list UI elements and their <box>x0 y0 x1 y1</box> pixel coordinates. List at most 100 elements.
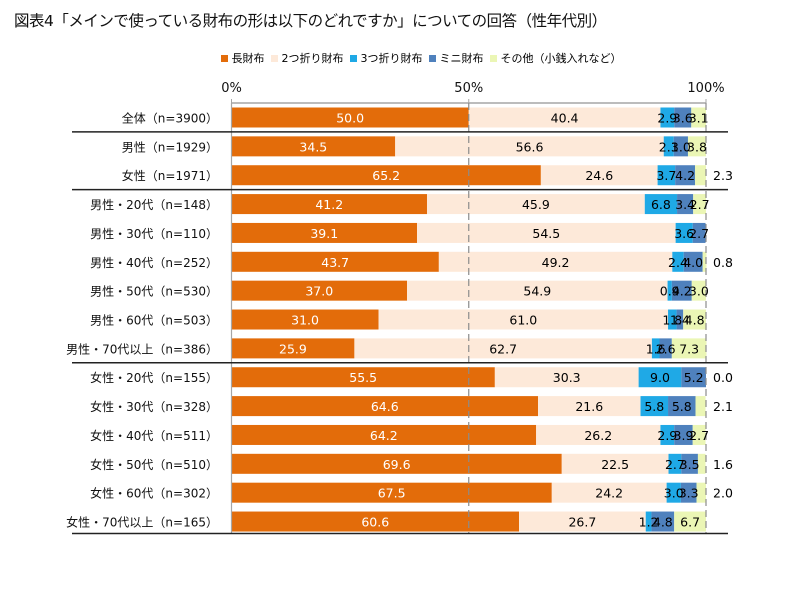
bar-segment <box>651 511 675 532</box>
bar-segment <box>231 396 539 417</box>
data-label: 3.6 <box>673 111 693 126</box>
data-label: 24.6 <box>585 168 613 183</box>
bar-segment <box>697 453 706 474</box>
data-label: 54.9 <box>523 284 551 299</box>
data-label: 3.7 <box>656 168 676 183</box>
bar-segment <box>561 453 669 474</box>
data-label: 4.2 <box>672 284 692 299</box>
chart-title: 図表4「メインで使っている財布の形は以下のどれですか」についての回答（性年代別） <box>14 12 607 30</box>
data-label: 45.9 <box>522 197 550 212</box>
data-label: 60.6 <box>361 515 389 530</box>
bar-segment <box>671 280 692 301</box>
data-label: 2.1 <box>659 139 679 154</box>
data-label: 3.6 <box>674 226 694 241</box>
bar-segment <box>651 338 660 359</box>
data-label: 1.6 <box>646 341 666 356</box>
data-label: 4.2 <box>675 168 695 183</box>
bar-segment <box>231 194 427 215</box>
data-label: 3.3 <box>679 486 699 501</box>
bar-segment <box>231 367 495 388</box>
bar-segment <box>231 107 469 128</box>
bar-segment <box>468 107 661 128</box>
data-label: 3.0 <box>664 486 684 501</box>
data-label: 3.1 <box>689 111 709 126</box>
bar-segment <box>231 482 552 503</box>
category-label: 男性（n=1929） <box>122 140 218 154</box>
bar-segment <box>675 222 693 243</box>
bar-segment <box>231 453 562 474</box>
category-label: 女性・20代（n=155） <box>90 370 218 385</box>
legend-item: その他（小銭入れなど） <box>489 50 622 66</box>
bar-segment <box>644 194 678 215</box>
bar-segment <box>538 396 641 417</box>
bar-segment <box>645 511 652 532</box>
bar-segment <box>663 136 674 157</box>
data-label: 37.0 <box>305 284 333 299</box>
legend-swatch <box>270 54 278 62</box>
data-label: 5.8 <box>672 399 692 414</box>
bar-segment <box>395 136 664 157</box>
data-label: 26.2 <box>584 428 612 443</box>
data-label: 3.0 <box>689 284 709 299</box>
data-label: 55.5 <box>349 370 377 385</box>
bar-segment <box>657 165 676 186</box>
data-label: 50.0 <box>336 111 364 126</box>
data-label: 4.0 <box>683 255 703 270</box>
data-label: 7.3 <box>679 341 699 356</box>
legend: 長財布 2つ折り財布 3つ折り財布 ミニ財布 その他（小銭入れなど） <box>16 50 810 66</box>
data-label: 4.8 <box>653 515 673 530</box>
category-label: 女性・40代（n=511） <box>90 428 218 443</box>
data-label: 1.2 <box>639 515 659 530</box>
data-label: 2.1 <box>713 399 733 414</box>
data-label: 3.0 <box>671 139 691 154</box>
data-label: 21.6 <box>575 399 603 414</box>
data-label: 40.4 <box>551 111 579 126</box>
bar-segment <box>231 251 439 272</box>
bar-segment <box>683 309 706 330</box>
data-label: 43.7 <box>321 255 349 270</box>
bar-segment <box>407 280 668 301</box>
bar-segment <box>494 367 639 388</box>
category-label: 女性・50代（n=510） <box>90 457 218 472</box>
x-tick-label: 50% <box>454 81 483 96</box>
bar-segment <box>676 309 684 330</box>
data-label: 65.2 <box>372 168 400 183</box>
data-label: 6.8 <box>651 197 671 212</box>
legend-swatch <box>220 54 228 62</box>
bar-segment <box>231 309 379 330</box>
data-label: 25.9 <box>279 341 307 356</box>
bar-segment <box>677 194 694 215</box>
data-label: 2.9 <box>657 428 677 443</box>
data-label: 2.7 <box>689 226 709 241</box>
bar-segment <box>675 165 696 186</box>
data-label: 2.0 <box>713 486 733 501</box>
data-label: 2.3 <box>713 168 733 183</box>
bar-segment <box>354 338 652 359</box>
bar-segment <box>673 136 688 157</box>
bar-segment <box>674 511 706 532</box>
bar-segment <box>438 251 673 272</box>
data-label: 34.5 <box>299 139 327 154</box>
bar-segment <box>691 107 706 128</box>
bar-segment <box>551 482 667 503</box>
data-label: 0.9 <box>660 284 680 299</box>
category-label: 男性・60代（n=503） <box>90 314 218 328</box>
bar-segment <box>671 338 707 359</box>
data-label: 5.2 <box>684 370 704 385</box>
category-label: 女性・70代以上（n=165） <box>66 515 218 530</box>
bar-segment <box>666 482 681 503</box>
data-label: 2.9 <box>657 111 677 126</box>
legend-swatch <box>428 54 436 62</box>
category-label: 女性・30代（n=328） <box>90 399 218 414</box>
data-label: 3.9 <box>674 428 694 443</box>
category-label: 男性・30代（n=110） <box>90 227 218 241</box>
bar-segment <box>695 396 706 417</box>
bar-segment <box>674 424 693 445</box>
legend-item: 3つ折り財布 <box>349 50 423 66</box>
data-label: 1.4 <box>670 313 690 328</box>
legend-item: ミニ財布 <box>428 50 484 66</box>
bar-segment <box>519 511 646 532</box>
data-label: 3.4 <box>675 197 695 212</box>
data-label: 26.7 <box>568 515 596 530</box>
